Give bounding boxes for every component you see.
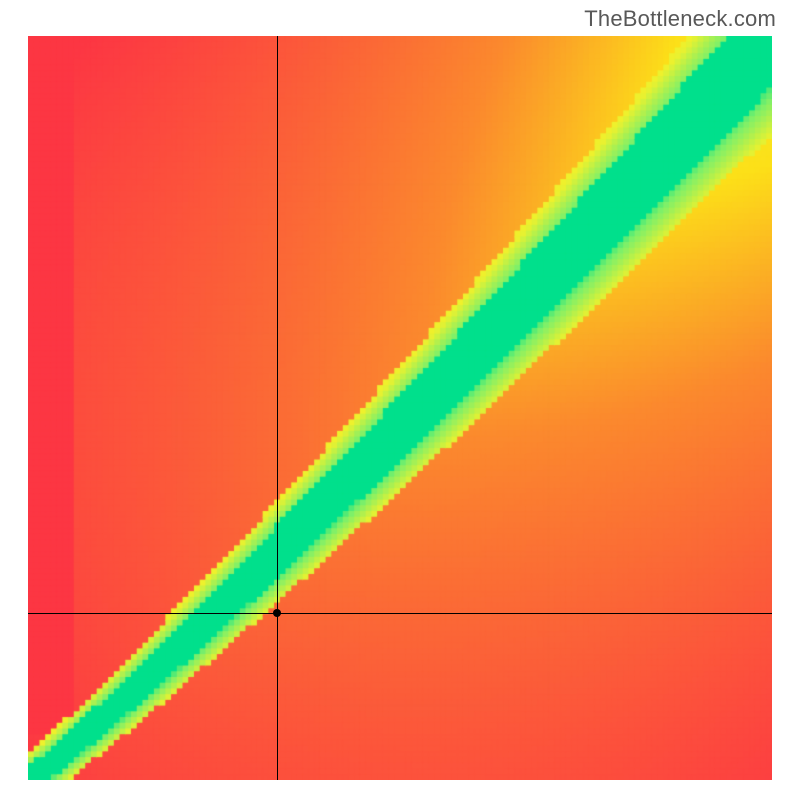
chart-container: TheBottleneck.com — [0, 0, 800, 800]
bottleneck-marker — [273, 609, 281, 617]
heatmap-plot — [28, 36, 772, 780]
heatmap-canvas — [28, 36, 772, 780]
watermark-text: TheBottleneck.com — [584, 6, 776, 32]
crosshair-horizontal — [28, 613, 772, 614]
crosshair-vertical — [277, 36, 278, 780]
